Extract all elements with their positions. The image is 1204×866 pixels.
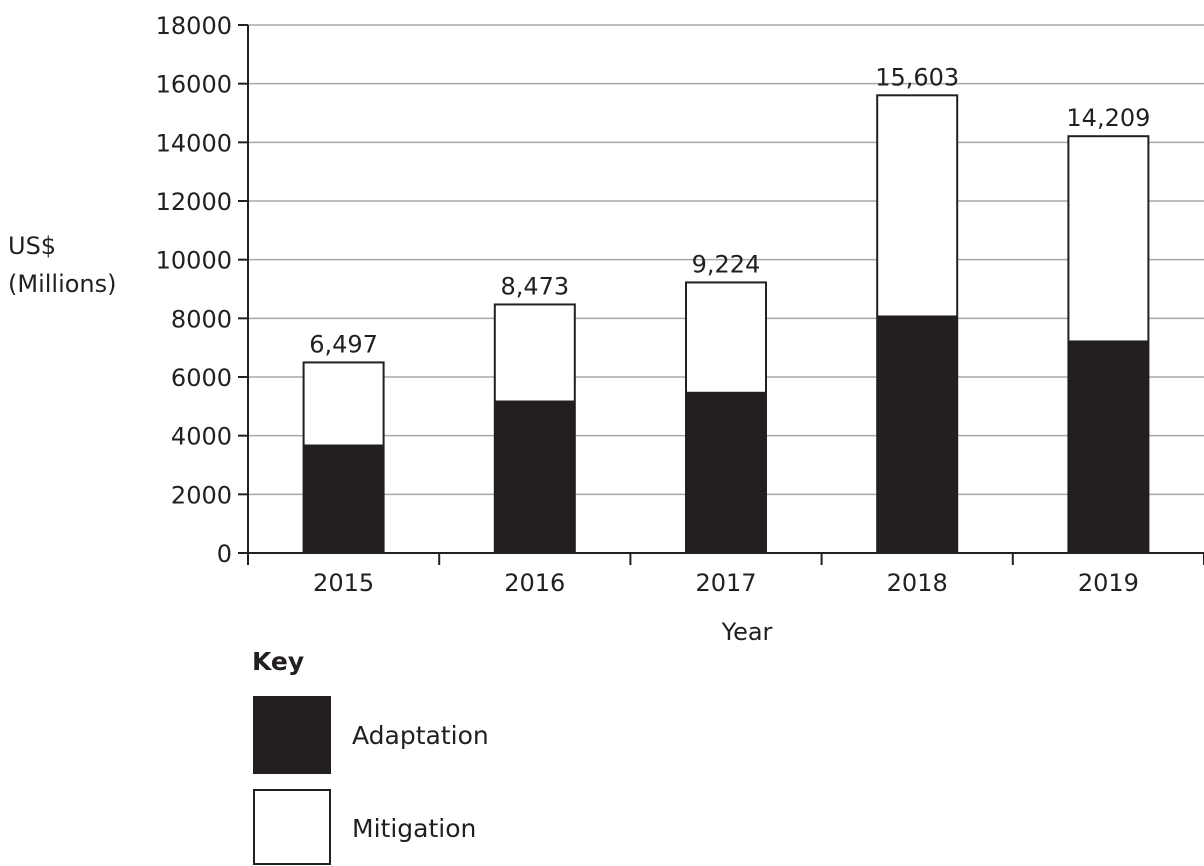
- legend: Key Adaptation Mitigation: [252, 647, 489, 865]
- y-tick-label-18000: 18000: [156, 12, 232, 40]
- y-tick-label-14000: 14000: [156, 129, 232, 157]
- bar-mitigation-2019: [1068, 136, 1149, 341]
- bar-adaptation-2017: [686, 391, 766, 553]
- y-axis-title-line-2: (Millions): [8, 270, 117, 298]
- bar-adaptation-2016: [494, 400, 575, 553]
- y-tick-label-16000: 16000: [156, 71, 232, 99]
- y-tick-label-0: 0: [217, 540, 232, 568]
- x-tick-label-2018: 2018: [887, 569, 948, 597]
- bar-adaptation-2015: [303, 444, 384, 553]
- legend-label-mitigation: Mitigation: [352, 814, 476, 843]
- y-tick-label-10000: 10000: [156, 247, 232, 275]
- x-tick-label-2016: 2016: [504, 569, 565, 597]
- data-label-2017: 9,224: [692, 250, 761, 278]
- data-label-2016: 8,473: [500, 272, 569, 300]
- y-tick-label-6000: 6000: [171, 364, 232, 392]
- gridlines: [248, 24, 1204, 496]
- bar-adaptation-2018: [877, 315, 958, 553]
- axes: [238, 24, 1204, 565]
- legend-label-adaptation: Adaptation: [352, 721, 489, 750]
- x-tick-label-2015: 2015: [313, 569, 374, 597]
- data-label-2015: 6,497: [309, 330, 378, 358]
- y-axis-title-line-1: US$: [8, 232, 56, 260]
- legend-swatch-adaptation: [253, 696, 331, 774]
- y-tick-label-4000: 4000: [171, 423, 232, 451]
- bar-mitigation-2016: [494, 304, 575, 401]
- y-tick-label-2000: 2000: [171, 481, 232, 509]
- bar-mitigation-2018: [877, 95, 958, 316]
- data-label-2018: 15,603: [875, 63, 959, 91]
- bars: [302, 94, 1150, 555]
- x-tick-label-2019: 2019: [1078, 569, 1139, 597]
- legend-swatch-mitigation: [253, 789, 331, 865]
- bar-mitigation-2015: [303, 362, 384, 445]
- bar-adaptation-2019: [1068, 340, 1149, 553]
- legend-title: Key: [252, 647, 304, 676]
- y-tick-label-12000: 12000: [156, 188, 232, 216]
- data-label-2019: 14,209: [1066, 104, 1150, 132]
- y-tick-label-8000: 8000: [171, 305, 232, 333]
- x-tick-label-2017: 2017: [695, 569, 756, 597]
- labels: 0 2000 4000 6000 8000 10000 12000 14000 16000 180…: [156, 12, 1151, 597]
- x-axis-title: Year: [721, 618, 773, 646]
- bar-mitigation-2017: [686, 282, 766, 392]
